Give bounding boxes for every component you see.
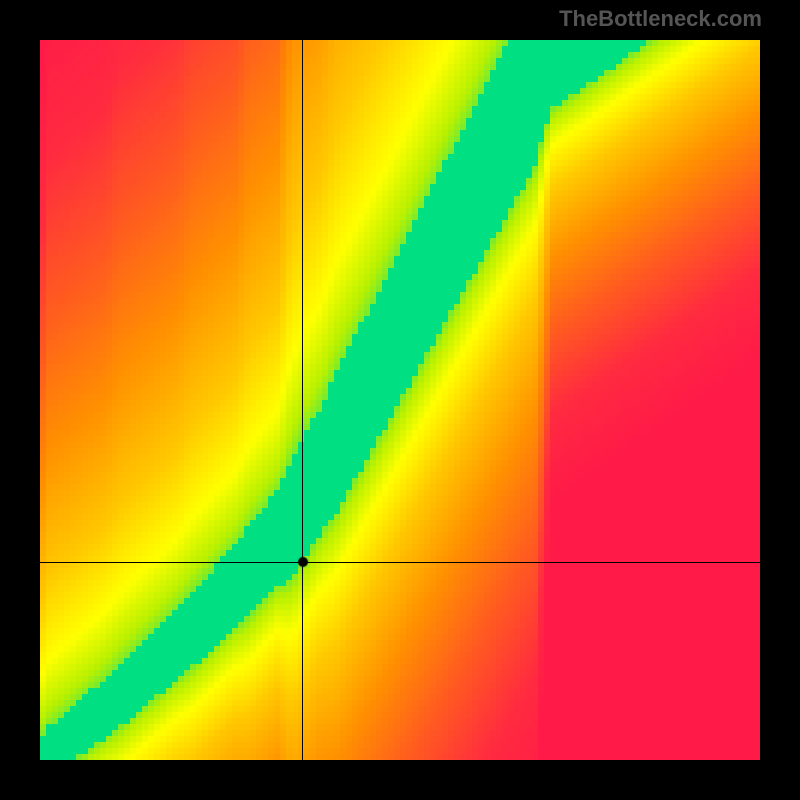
branding-watermark: TheBottleneck.com	[559, 6, 762, 32]
marker-dot	[297, 556, 309, 568]
bottleneck-heatmap	[40, 40, 760, 760]
crosshair-vertical-line	[302, 40, 303, 760]
crosshair-horizontal-line	[40, 562, 760, 563]
chart-container: { "branding": { "text": "TheBottleneck.c…	[0, 0, 800, 800]
